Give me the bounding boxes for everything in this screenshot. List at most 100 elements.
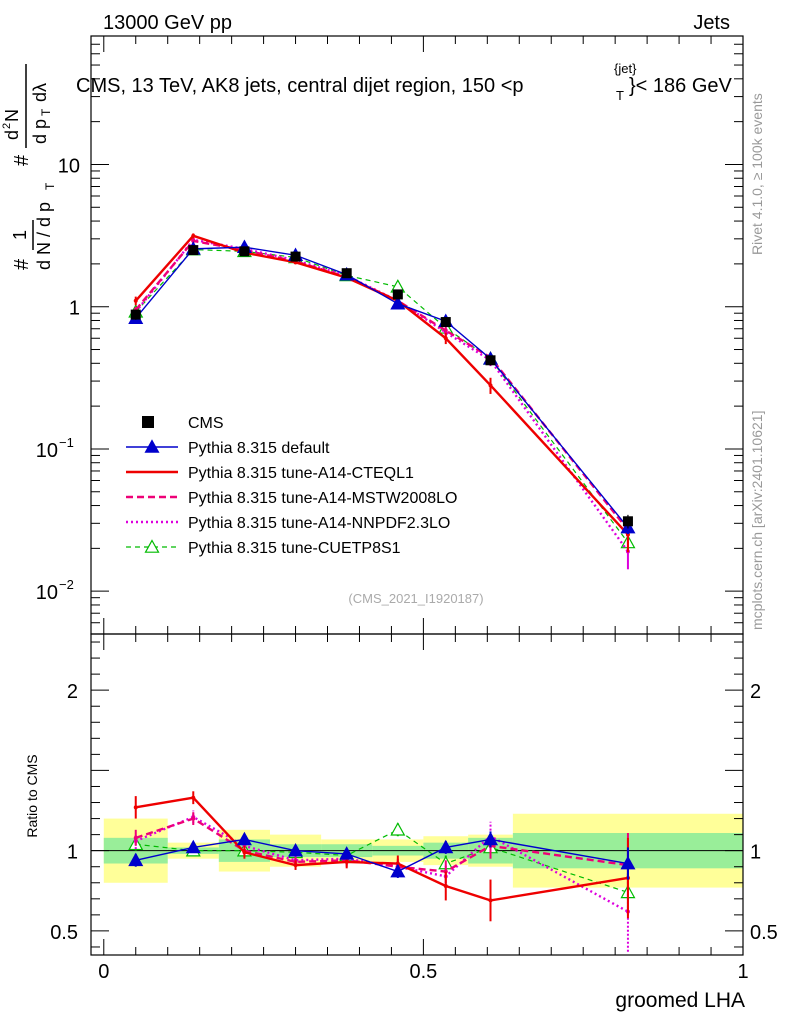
- legend-entry-nnpdf: Pythia 8.315 tune-A14-NNPDF2.3LO: [126, 515, 450, 532]
- svg-text:1: 1: [69, 298, 80, 320]
- ratio-point-default: [438, 839, 454, 854]
- y-axis-label-main: # 1 d N / d p T # d 2 N d p T dλ: [1, 64, 57, 270]
- legend-entry-data: CMS: [142, 415, 224, 432]
- x-tick-label: 0: [98, 961, 109, 983]
- data-point: [622, 516, 633, 527]
- ratio-point-default: [620, 855, 636, 870]
- svg-text:d p: d p: [30, 119, 50, 144]
- ratio-point-cteql1: [395, 861, 400, 866]
- ratio-y-tick-label: 1: [67, 842, 78, 864]
- analysis-id: (CMS_2021_I1920187): [348, 591, 483, 606]
- point-mstw: [443, 328, 448, 333]
- svg-text:10: 10: [58, 155, 80, 177]
- plot-title: CMS, 13 TeV, AK8 jets, central dijet reg…: [76, 61, 733, 103]
- mcplots-label: mcplots.cern.ch [arXiv:2401.10621]: [749, 411, 765, 630]
- ratio-y-tick-label-right: 0.5: [750, 922, 778, 944]
- legend-entry-cteql1: Pythia 8.315 tune-A14-CTEQL1: [126, 465, 414, 482]
- y-tick-label: 10 −2: [36, 577, 74, 604]
- ratio-y-tick-label: 0.5: [50, 922, 78, 944]
- svg-text:−2: −2: [59, 577, 74, 592]
- ratio-point-default: [390, 863, 406, 878]
- series-line-cuetp: [135, 248, 629, 543]
- svg-text:d N / d p: d N / d p: [34, 202, 54, 270]
- point-cteql1: [443, 336, 448, 341]
- legend-label: Pythia 8.315 tune-CUETP8S1: [188, 540, 401, 557]
- ratio-y-tick-label-right: 1: [750, 842, 761, 864]
- ratio-point-default: [185, 839, 201, 854]
- data-point: [392, 289, 403, 300]
- y-tick-label: 10: [58, 155, 80, 177]
- ratio-point-cteql1: [133, 805, 138, 810]
- ratio-point-default: [236, 831, 252, 846]
- point-cteql1: [191, 233, 196, 238]
- legend-marker: [144, 439, 160, 453]
- ratio-point-cteql1: [443, 883, 448, 888]
- title-main: CMS, 13 TeV, AK8 jets, central dijet reg…: [76, 75, 524, 97]
- legend-label: Pythia 8.315 default: [188, 440, 330, 457]
- ratio-y-tick-label: 2: [67, 681, 78, 703]
- ratio-point-default: [339, 846, 355, 860]
- ratio-point-cteql1: [191, 795, 196, 800]
- ratio-point-cteql1: [344, 859, 349, 864]
- ratio-point-cteql1: [293, 863, 298, 868]
- y-tick-label: 1: [69, 298, 80, 320]
- legend-label: CMS: [188, 415, 224, 432]
- ratio-point-cteql1: [488, 898, 493, 903]
- ratio-point-default: [482, 831, 499, 846]
- svg-text:T: T: [39, 108, 53, 116]
- svg-text:10: 10: [36, 582, 58, 604]
- svg-text:#: #: [11, 258, 33, 270]
- legend-entry-cuetp: Pythia 8.315 tune-CUETP8S1: [126, 539, 401, 557]
- svg-text:T: T: [43, 182, 57, 190]
- legend-marker: [142, 416, 154, 428]
- y-tick-label: 10 −1: [36, 435, 74, 462]
- svg-text:2: 2: [1, 123, 13, 129]
- point-cteql1: [488, 383, 493, 388]
- category-label: Jets: [693, 12, 730, 34]
- energy-label: 13000 GeV pp: [103, 12, 232, 34]
- ratio-point-default: [288, 842, 304, 857]
- ratio-point-default: [128, 852, 144, 867]
- svg-text:dλ: dλ: [30, 83, 50, 102]
- legend-entry-mstw: Pythia 8.315 tune-A14-MSTW2008LO: [126, 490, 457, 507]
- svg-text:d: d: [2, 130, 22, 140]
- ratio-point-mstw: [191, 816, 196, 821]
- svg-text:N: N: [2, 109, 22, 122]
- x-tick-label: 1: [737, 961, 748, 983]
- ratio-frame: [90, 633, 744, 956]
- rivet-version-label: Rivet 4.1.0, ≥ 100k events: [749, 93, 765, 255]
- data-point: [239, 246, 250, 257]
- svg-text:1: 1: [10, 230, 30, 240]
- data-point: [290, 251, 301, 262]
- ratio-y-tick-label-right: 2: [750, 681, 761, 703]
- title-sub: T: [616, 88, 624, 103]
- series-data: [130, 245, 633, 529]
- legend-label: Pythia 8.315 tune-A14-MSTW2008LO: [188, 490, 457, 507]
- ratio-point-mstw: [133, 835, 138, 840]
- series-default-ratio: [128, 831, 636, 880]
- y-axis-label-ratio: Ratio to CMS: [24, 754, 40, 837]
- legend-label: Pythia 8.315 tune-A14-NNPDF2.3LO: [188, 515, 450, 532]
- legend-label: Pythia 8.315 tune-A14-CTEQL1: [188, 465, 414, 482]
- series-line-mstw: [134, 239, 629, 531]
- title-tail: }< 186 GeV: [629, 75, 733, 97]
- legend-entry-default: Pythia 8.315 default: [126, 439, 330, 457]
- svg-text:−1: −1: [59, 435, 74, 450]
- data-point: [485, 355, 496, 366]
- point-default: [390, 295, 406, 310]
- data-point: [188, 245, 199, 256]
- point-mstw: [191, 238, 196, 243]
- x-tick-label: 0.5: [409, 961, 437, 983]
- svg-text:#: #: [11, 154, 33, 166]
- ratio-point-cteql1: [242, 850, 247, 855]
- legend: CMS Pythia 8.315 default Pythia 8.315 tune…: [126, 415, 457, 557]
- data-point: [440, 317, 451, 328]
- legend-marker: [144, 539, 160, 553]
- data-point: [130, 309, 141, 320]
- point-cteql1: [133, 298, 138, 303]
- title-sup: {jet}: [614, 61, 637, 76]
- ratio-point-cuetp: [390, 822, 406, 836]
- series-line-default: [135, 246, 629, 529]
